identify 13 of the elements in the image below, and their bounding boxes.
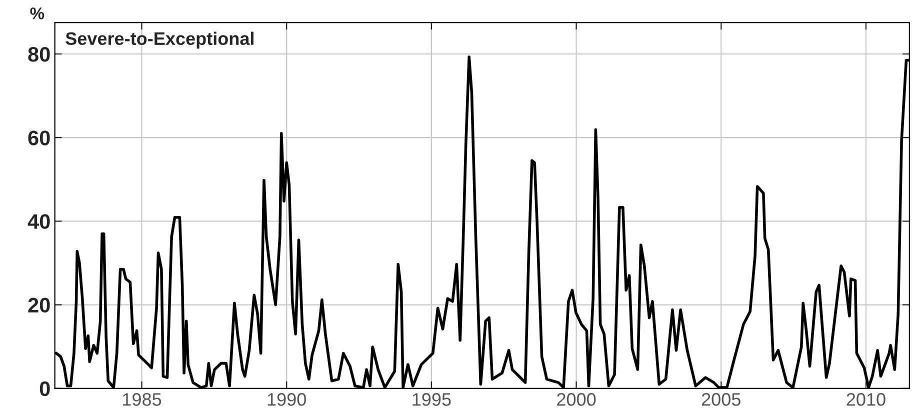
y-axis-title: %: [30, 8, 44, 20]
y-tick-label: 80: [28, 46, 50, 62]
x-tick-label: 2010: [846, 393, 886, 406]
x-tick-label: 1990: [268, 393, 306, 406]
x-tick-label: 2000: [557, 393, 596, 406]
y-tick-label: 40: [28, 214, 50, 229]
y-tick-label: 60: [28, 130, 50, 146]
x-tick-label: 2005: [702, 393, 740, 406]
y-tick-label: 20: [28, 298, 50, 313]
x-tick-label: 1995: [412, 393, 451, 406]
chart-title: Severe-to-Exceptional: [66, 32, 254, 49]
x-tick-label: 1985: [123, 393, 162, 406]
y-tick-label: 0: [40, 381, 50, 396]
